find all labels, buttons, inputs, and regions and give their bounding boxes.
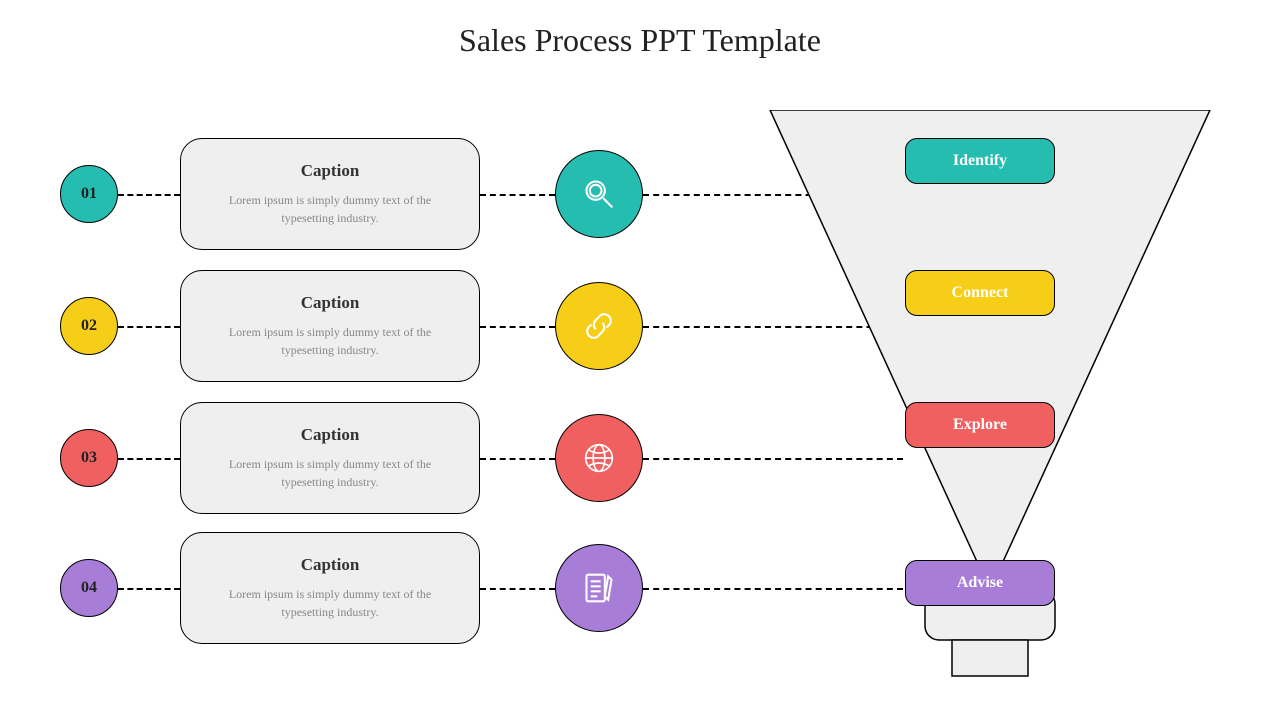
number-label: 01 [81, 185, 97, 203]
caption-title: Caption [301, 555, 360, 575]
magnifier-icon [555, 150, 643, 238]
stage-label: Explore [953, 416, 1007, 434]
caption-text: Lorem ipsum is simply dummy text of the … [203, 585, 457, 621]
connector-dash [480, 194, 555, 196]
connector-dash [118, 194, 180, 196]
number-badge: 03 [60, 429, 118, 487]
connector-dash [480, 326, 555, 328]
connector-dash [118, 588, 180, 590]
caption-title: Caption [301, 161, 360, 181]
page-title: Sales Process PPT Template [0, 22, 1280, 59]
funnel-stage-connect: Connect [905, 270, 1055, 316]
caption-text: Lorem ipsum is simply dummy text of the … [203, 191, 457, 227]
number-label: 03 [81, 449, 97, 467]
globe-icon [555, 414, 643, 502]
funnel-stage-advise: Advise [905, 560, 1055, 606]
caption-title: Caption [301, 425, 360, 445]
number-label: 02 [81, 317, 97, 335]
link-icon [555, 282, 643, 370]
connector-dash [118, 326, 180, 328]
connector-dash [480, 458, 555, 460]
funnel-stage-identify: Identify [905, 138, 1055, 184]
stage-label: Advise [957, 574, 1003, 592]
caption-text: Lorem ipsum is simply dummy text of the … [203, 455, 457, 491]
caption-text: Lorem ipsum is simply dummy text of the … [203, 323, 457, 359]
caption-box: Caption Lorem ipsum is simply dummy text … [180, 402, 480, 514]
caption-box: Caption Lorem ipsum is simply dummy text … [180, 138, 480, 250]
caption-box: Caption Lorem ipsum is simply dummy text … [180, 532, 480, 644]
number-badge: 04 [60, 559, 118, 617]
caption-title: Caption [301, 293, 360, 313]
document-icon [555, 544, 643, 632]
number-badge: 01 [60, 165, 118, 223]
stage-label: Identify [953, 152, 1007, 170]
number-badge: 02 [60, 297, 118, 355]
connector-dash [480, 588, 555, 590]
connector-dash [118, 458, 180, 460]
funnel-spout-bottom [952, 640, 1028, 676]
number-label: 04 [81, 579, 97, 597]
funnel-stage-explore: Explore [905, 402, 1055, 448]
stage-label: Connect [952, 284, 1009, 302]
caption-box: Caption Lorem ipsum is simply dummy text … [180, 270, 480, 382]
